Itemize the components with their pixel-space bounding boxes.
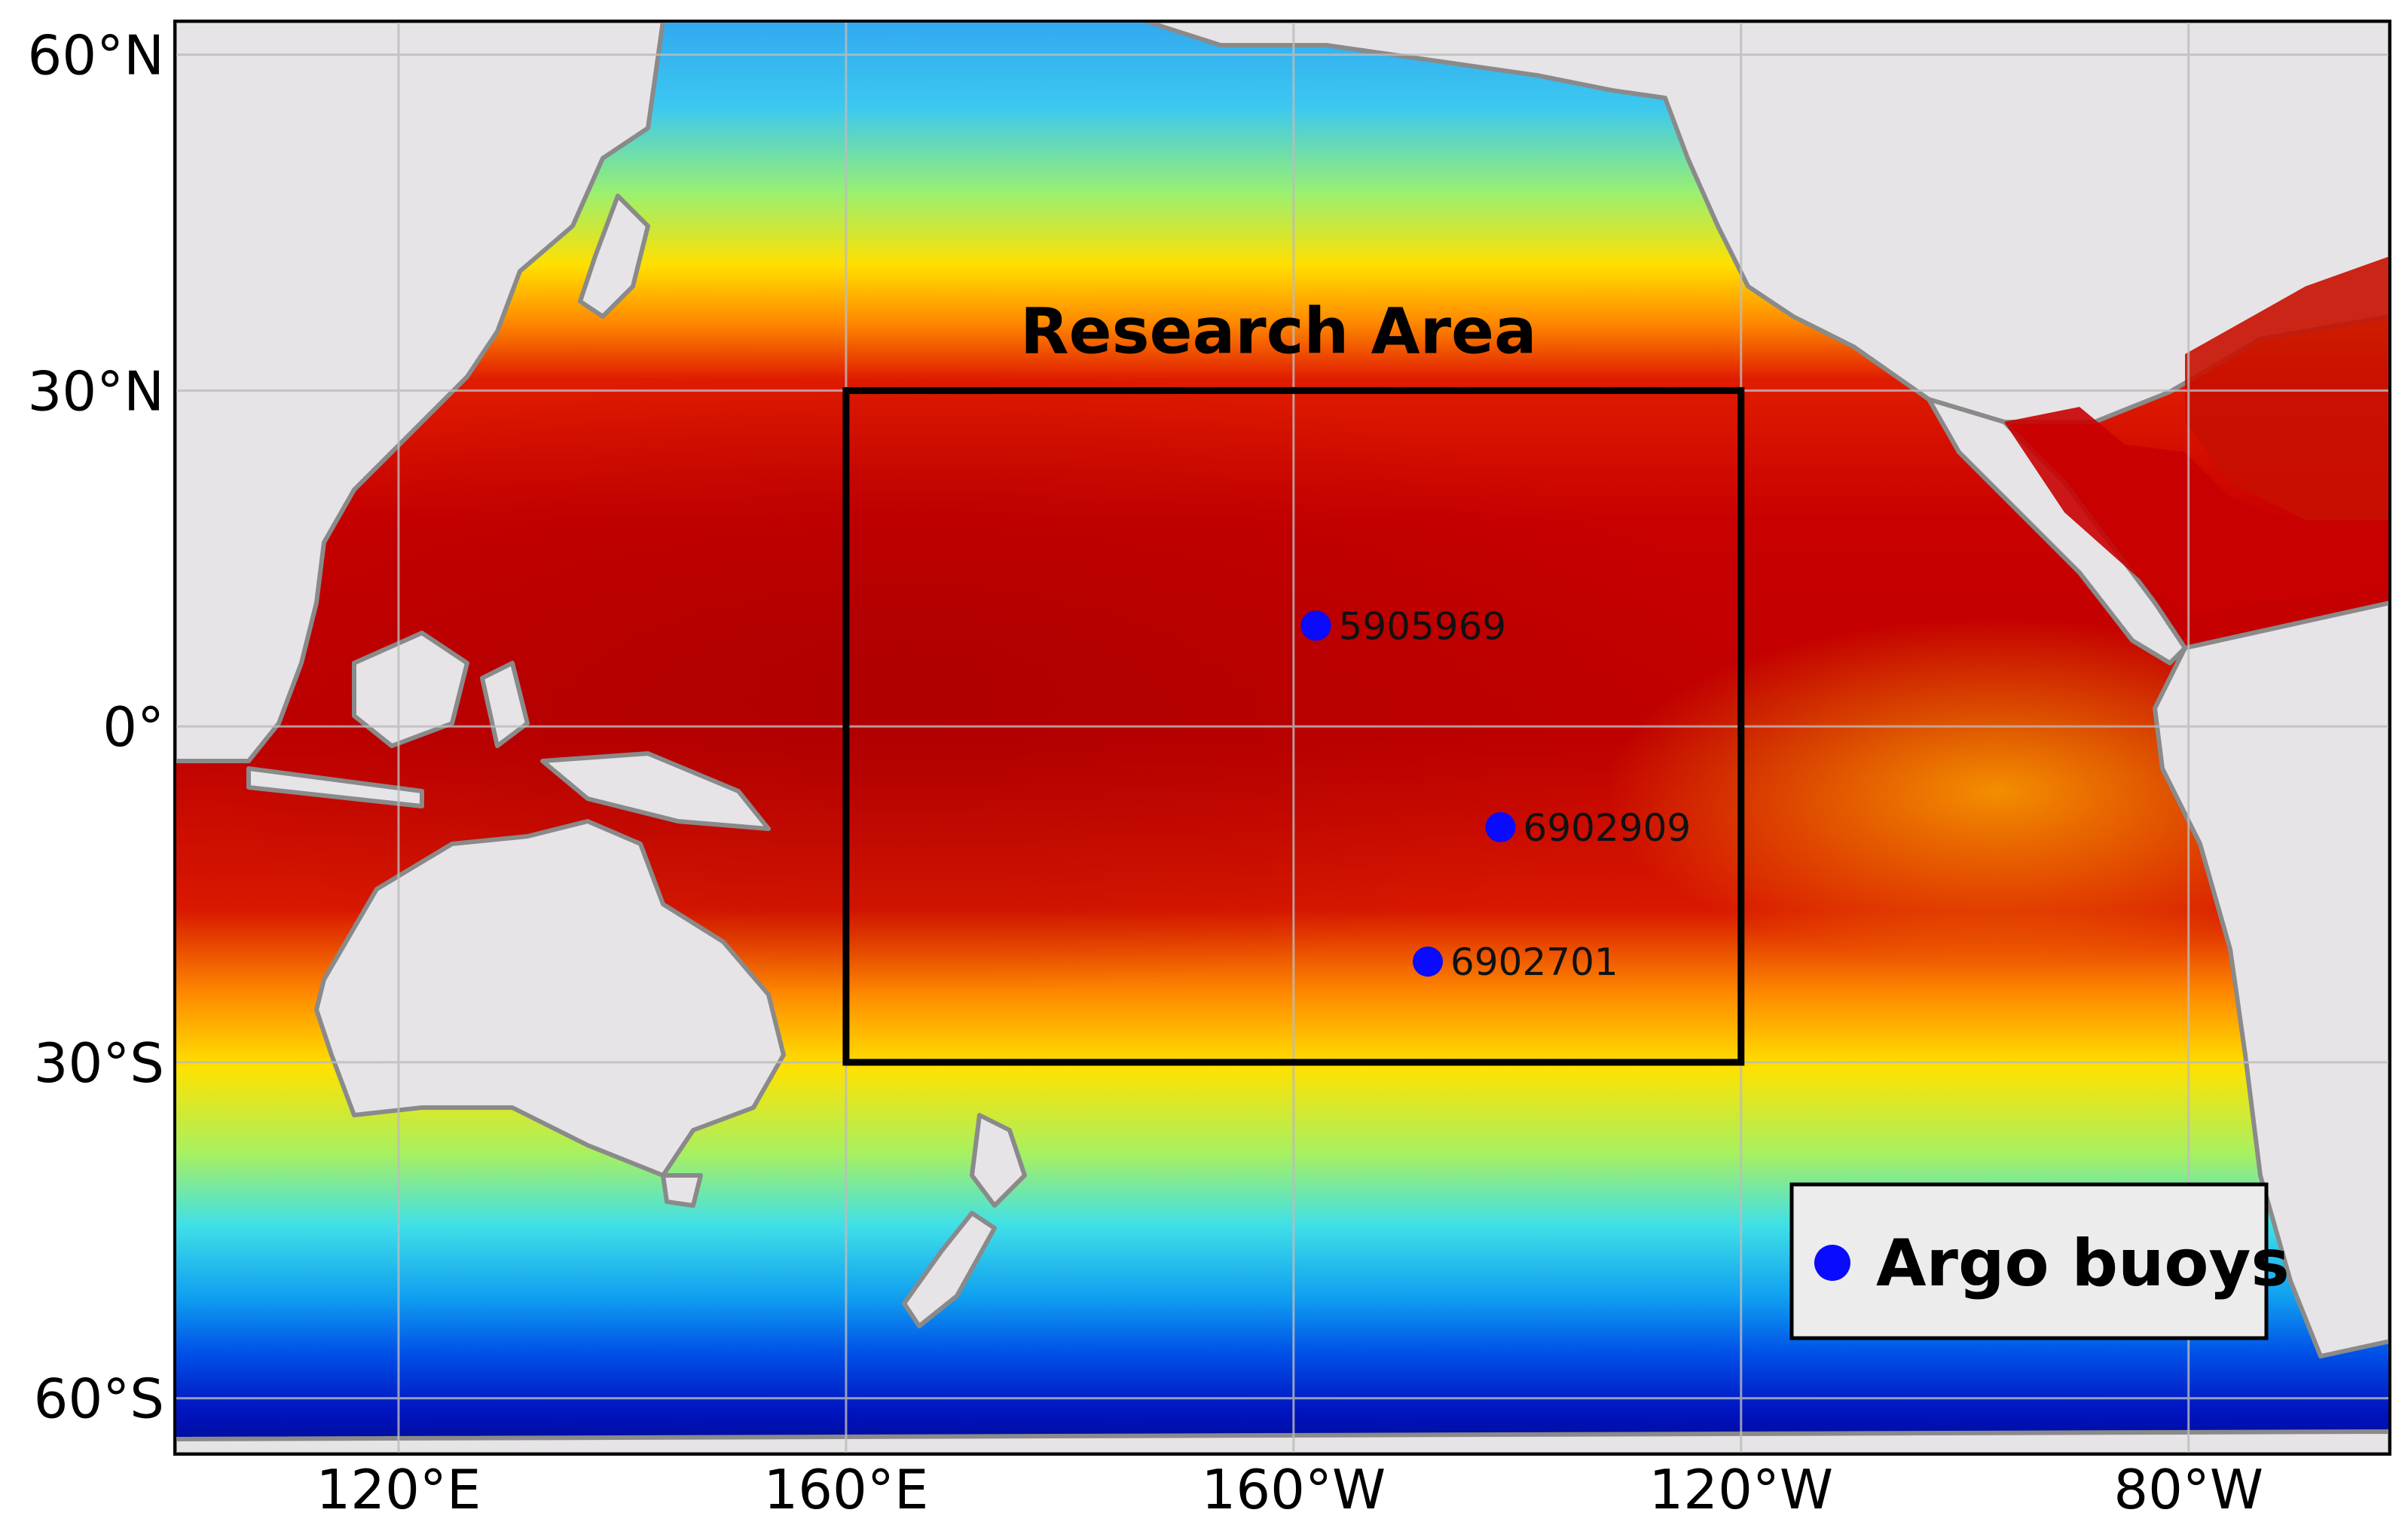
x-tick-label: 160°E	[763, 1458, 928, 1521]
research-area-box	[842, 387, 1745, 1066]
x-tick-label: 80°W	[2113, 1458, 2263, 1521]
buoy-layer: 5905969 6902909 6902701	[1300, 604, 1691, 984]
atlantic-water	[2185, 256, 2390, 520]
legend-label: Argo buoys	[1876, 1226, 2290, 1301]
x-tick-label: 160°W	[1202, 1458, 1386, 1521]
map-content	[175, 21, 2390, 1454]
legend-buoy-marker	[1814, 1245, 1850, 1281]
land-new-guinea	[540, 751, 771, 831]
graticule	[175, 21, 2390, 1454]
legend-box	[1789, 1182, 2269, 1340]
land-masses	[175, 21, 2390, 1454]
land-sulawesi	[480, 661, 530, 748]
argo-buoy-label: 6902701	[1450, 940, 1618, 984]
argo-buoy-label: 5905969	[1339, 604, 1507, 648]
map-frame	[173, 20, 2391, 1456]
x-tick-labels: 120°E 160°E 160°W 120°W 80°W	[316, 1458, 2264, 1521]
y-tick-label: 0°	[102, 695, 164, 759]
land-new-zealand-north	[970, 1113, 1027, 1208]
x-tick-label: 120°E	[316, 1458, 481, 1521]
land-japan	[578, 194, 650, 319]
land-antarctica	[175, 1429, 2390, 1454]
land-borneo	[352, 631, 469, 748]
argo-buoy-marker	[1300, 610, 1331, 641]
land-tasmania	[661, 1173, 703, 1208]
argo-buoy-marker	[1413, 946, 1444, 977]
land-java	[246, 766, 424, 808]
argo-buoy-marker	[1485, 811, 1516, 842]
y-tick-label: 30°S	[34, 1031, 164, 1095]
argo-buoy-label: 6902909	[1523, 806, 1691, 850]
caribbean-water	[2004, 407, 2390, 618]
research-area-label: Research Area	[1020, 294, 1537, 368]
land-australia	[314, 819, 786, 1178]
y-tick-labels: 60°N 30°N 0° 30°S 60°S	[28, 24, 164, 1431]
y-tick-label: 30°N	[28, 359, 164, 423]
land-new-zealand-south	[902, 1211, 997, 1328]
y-tick-label: 60°N	[28, 24, 164, 87]
legend: Argo buoys	[1789, 1182, 2290, 1340]
land-south-america	[2153, 601, 2390, 1358]
x-tick-label: 120°W	[1649, 1458, 1833, 1521]
y-tick-label: 60°S	[34, 1368, 164, 1431]
